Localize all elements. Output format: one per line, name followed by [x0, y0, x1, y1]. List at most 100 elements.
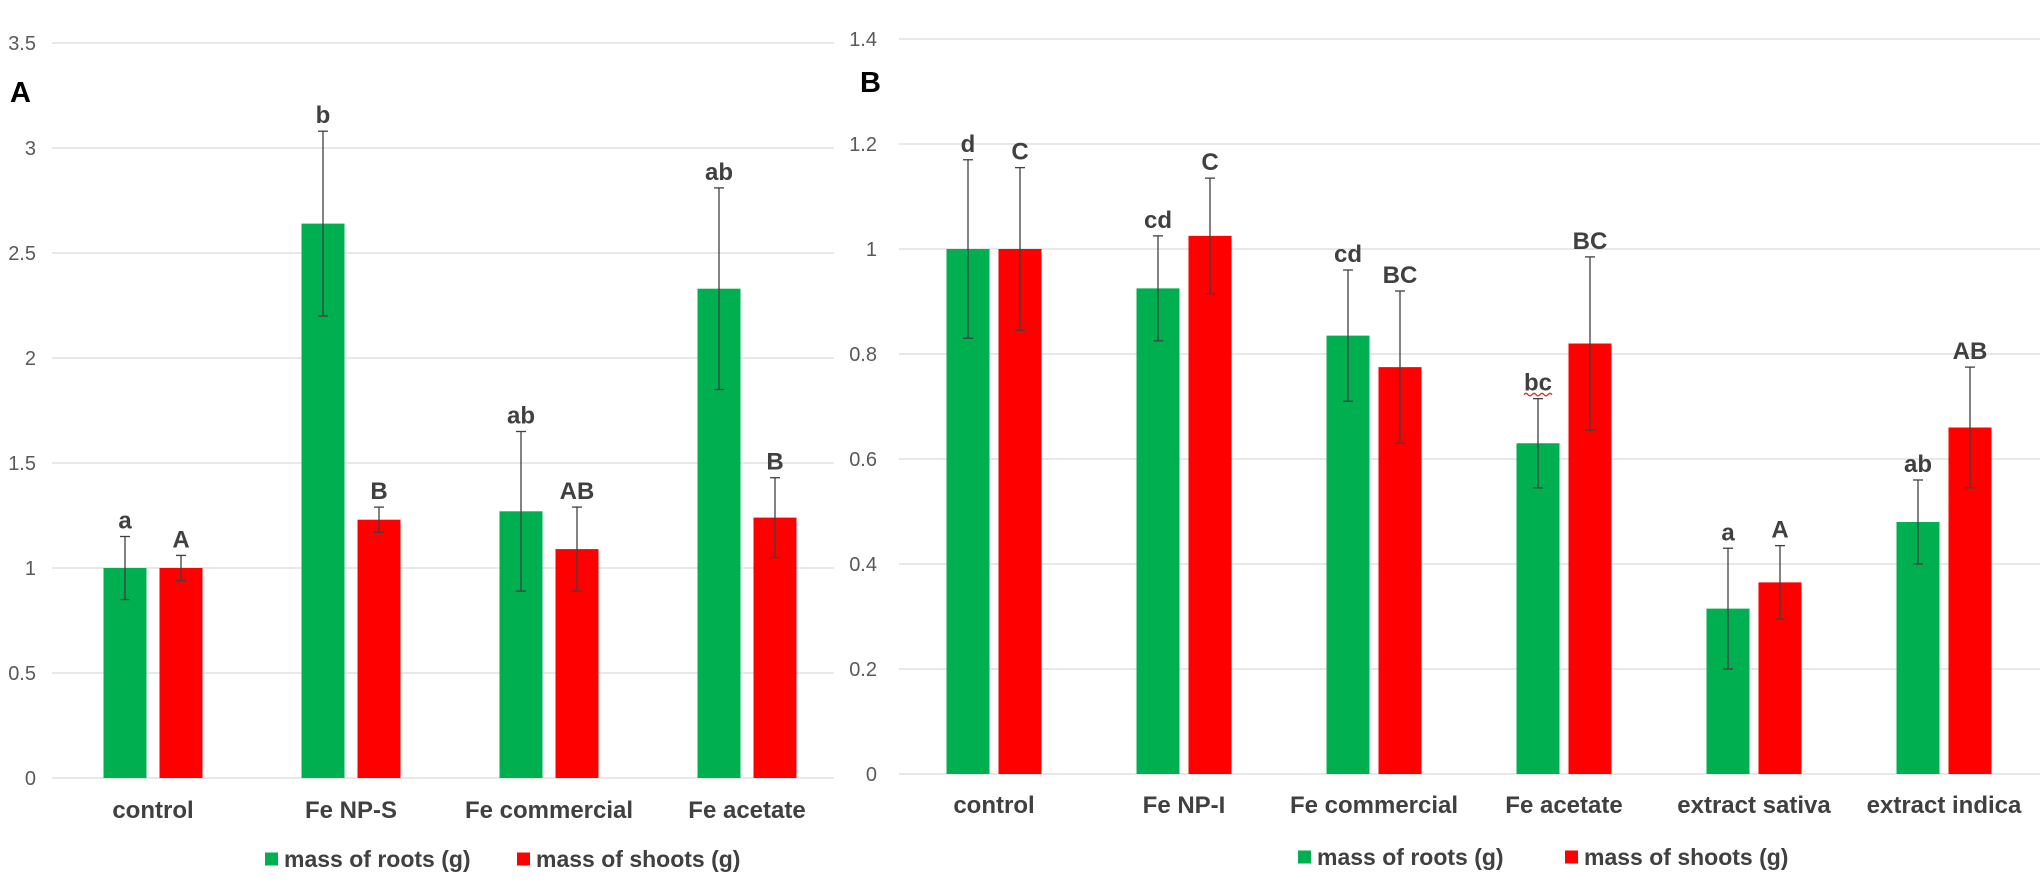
error-bar — [963, 159, 973, 339]
significance-letter: A — [1771, 517, 1788, 544]
bar-mass-of-roots-g — [1326, 335, 1370, 774]
error-bar — [1965, 366, 1975, 489]
significance-letter: AB — [1953, 338, 1988, 365]
legend-item-mass-of-shoots-g: mass of shoots (g) — [517, 846, 740, 872]
significance-letter: B — [370, 478, 387, 505]
x-category-label: control — [953, 792, 1034, 819]
y-tick-label: 0.2 — [849, 659, 877, 681]
x-category-label: Fe commercial — [1290, 792, 1458, 819]
significance-letter: bc — [1524, 370, 1552, 397]
category-group-fe-acetate: bc BC Fe acetate — [1505, 228, 1622, 819]
significance-letter: BC — [1573, 228, 1608, 255]
legend-swatch — [1298, 850, 1311, 864]
legend-label: mass of roots (g) — [1317, 844, 1504, 870]
x-category-label: control — [112, 797, 193, 824]
error-bar — [1395, 290, 1405, 444]
x-category-label: Fe commercial — [465, 797, 633, 824]
error-bar — [1153, 235, 1163, 342]
legend-label: mass of shoots (g) — [1584, 844, 1788, 870]
error-bar — [1585, 256, 1595, 431]
x-category-label: Fe NP-S — [305, 797, 397, 824]
significance-letter: a — [1721, 519, 1735, 546]
y-tick-label: 0.5 — [8, 663, 36, 685]
legend-item-mass-of-roots-g: mass of roots (g) — [265, 846, 471, 872]
y-tick-label: 0 — [25, 768, 36, 790]
legend: mass of roots (g) mass of shoots (g) — [1298, 844, 1788, 870]
error-bar — [1343, 269, 1353, 402]
legend-swatch — [517, 852, 530, 866]
bar-mass-of-shoots-g — [1188, 235, 1232, 774]
significance-letter: b — [316, 102, 331, 129]
error-bar — [1205, 177, 1215, 295]
panel-label: B — [860, 67, 881, 99]
significance-letter: d — [961, 131, 976, 158]
y-tick-label: 0.4 — [849, 554, 877, 576]
y-tick-label: 1 — [25, 558, 36, 580]
category-group-fe-acetate: ab B Fe acetate — [688, 159, 805, 824]
significance-letter: A — [172, 526, 189, 553]
significance-letter: C — [1011, 139, 1028, 166]
error-bar — [1913, 479, 1923, 565]
error-bar — [516, 430, 526, 592]
significance-letter: a — [118, 508, 132, 535]
legend-swatch — [265, 852, 278, 866]
category-group-extract-indica: ab AB extract indica — [1867, 338, 2022, 819]
bar-mass-of-shoots-g — [357, 519, 401, 778]
bar-mass-of-roots-g — [103, 568, 147, 778]
y-tick-label: 0.6 — [849, 449, 877, 471]
error-bar — [374, 506, 384, 533]
y-tick-label: 3 — [25, 138, 36, 160]
significance-letter: ab — [705, 159, 733, 186]
category-group-fe-commercial: cd BC Fe commercial — [1290, 241, 1458, 819]
significance-letter: C — [1201, 149, 1218, 176]
significance-letter: ab — [507, 403, 535, 430]
error-bar — [1533, 397, 1543, 489]
error-bar — [120, 535, 130, 601]
bar-mass-of-shoots-g — [998, 249, 1042, 774]
x-category-label: extract sativa — [1677, 792, 1831, 819]
bar-mass-of-roots-g — [1516, 443, 1560, 774]
panel-label: A — [10, 77, 31, 109]
spellcheck-underline — [1523, 392, 1553, 397]
error-bar — [176, 554, 186, 582]
error-bar — [770, 477, 780, 559]
legend: mass of roots (g) mass of shoots (g) — [265, 846, 740, 872]
significance-letter: AB — [560, 478, 595, 505]
significance-letter: BC — [1383, 262, 1418, 289]
error-bar — [1015, 166, 1025, 332]
legend-label: mass of shoots (g) — [536, 846, 740, 872]
significance-letter: cd — [1144, 207, 1172, 234]
significance-letter: B — [766, 449, 783, 476]
y-tick-label: 0.8 — [849, 344, 877, 366]
legend-item-mass-of-shoots-g: mass of shoots (g) — [1565, 844, 1788, 870]
y-tick-label: 1 — [866, 239, 877, 261]
bar-mass-of-roots-g — [1136, 288, 1180, 774]
error-bar — [714, 187, 724, 391]
x-category-label: Fe acetate — [1505, 792, 1622, 819]
bar-mass-of-shoots-g — [753, 517, 797, 778]
y-tick-label: 1.2 — [849, 134, 877, 156]
error-bar — [572, 506, 582, 592]
x-category-label: Fe NP-I — [1143, 792, 1226, 819]
y-tick-label: 3.5 — [8, 33, 36, 55]
bar-mass-of-shoots-g — [159, 568, 203, 778]
y-tick-label: 2.5 — [8, 243, 36, 265]
legend-label: mass of roots (g) — [284, 846, 471, 872]
error-bar — [318, 130, 328, 317]
significance-letter: ab — [1904, 451, 1932, 478]
category-group-fe-np-s: b B Fe NP-S — [301, 102, 401, 824]
category-group-fe-commercial: ab AB Fe commercial — [465, 403, 633, 825]
legend-swatch — [1565, 850, 1578, 864]
y-tick-label: 0 — [866, 764, 877, 786]
error-bar — [1723, 547, 1733, 670]
error-bar — [1775, 544, 1785, 620]
y-tick-label: 2 — [25, 348, 36, 370]
x-category-label: Fe acetate — [688, 797, 805, 824]
y-tick-label: 1.4 — [849, 29, 877, 51]
